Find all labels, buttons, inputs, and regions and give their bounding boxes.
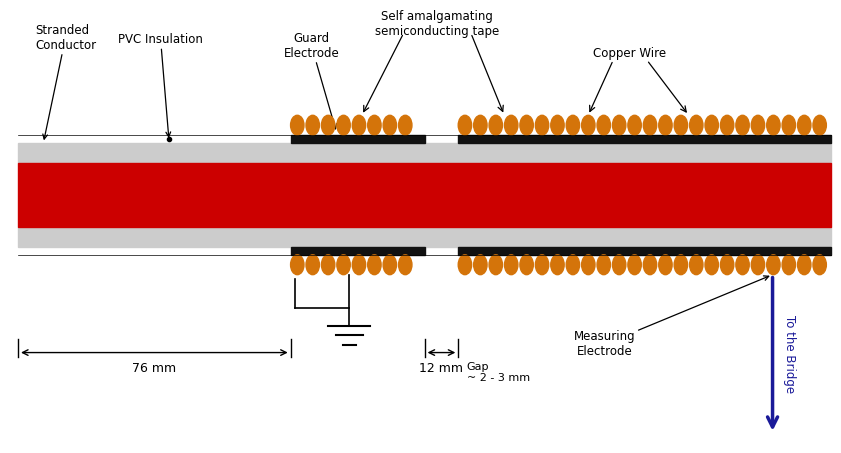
Ellipse shape <box>582 255 595 275</box>
Ellipse shape <box>551 255 564 275</box>
Ellipse shape <box>536 255 548 275</box>
Ellipse shape <box>321 116 335 135</box>
Ellipse shape <box>582 116 595 135</box>
Ellipse shape <box>399 255 412 275</box>
Ellipse shape <box>321 255 335 275</box>
Ellipse shape <box>551 116 564 135</box>
Ellipse shape <box>520 255 533 275</box>
Bar <box>19 226 831 247</box>
Ellipse shape <box>536 116 548 135</box>
Ellipse shape <box>628 116 642 135</box>
Ellipse shape <box>566 255 579 275</box>
Text: PVC Insulation: PVC Insulation <box>119 34 203 137</box>
Ellipse shape <box>368 255 381 275</box>
Ellipse shape <box>505 255 518 275</box>
Ellipse shape <box>767 116 780 135</box>
Ellipse shape <box>383 116 396 135</box>
Ellipse shape <box>306 116 320 135</box>
Ellipse shape <box>612 116 626 135</box>
Ellipse shape <box>566 116 579 135</box>
Text: To the Bridge: To the Bridge <box>783 315 796 393</box>
Ellipse shape <box>690 255 703 275</box>
Ellipse shape <box>643 255 657 275</box>
Text: Measuring
Electrode: Measuring Electrode <box>574 276 769 358</box>
Ellipse shape <box>473 116 487 135</box>
Ellipse shape <box>597 116 611 135</box>
Ellipse shape <box>659 255 672 275</box>
Ellipse shape <box>705 255 718 275</box>
Ellipse shape <box>690 116 703 135</box>
Ellipse shape <box>352 116 366 135</box>
Ellipse shape <box>797 116 811 135</box>
Text: Gap
~ 2 - 3 mm: Gap ~ 2 - 3 mm <box>467 361 530 383</box>
Ellipse shape <box>674 116 688 135</box>
Text: Copper Wire: Copper Wire <box>594 47 667 60</box>
Bar <box>458 135 831 143</box>
Ellipse shape <box>368 116 381 135</box>
Ellipse shape <box>659 116 672 135</box>
Ellipse shape <box>782 255 796 275</box>
Ellipse shape <box>721 116 734 135</box>
Ellipse shape <box>797 255 811 275</box>
Ellipse shape <box>458 255 472 275</box>
Ellipse shape <box>337 255 350 275</box>
Ellipse shape <box>628 255 642 275</box>
Ellipse shape <box>399 116 412 135</box>
Ellipse shape <box>291 116 304 135</box>
Bar <box>458 247 831 255</box>
Ellipse shape <box>291 255 304 275</box>
Ellipse shape <box>736 255 749 275</box>
Ellipse shape <box>489 116 502 135</box>
Ellipse shape <box>705 116 718 135</box>
Ellipse shape <box>458 116 472 135</box>
Ellipse shape <box>782 116 796 135</box>
Ellipse shape <box>352 255 366 275</box>
Ellipse shape <box>751 255 764 275</box>
Ellipse shape <box>767 255 780 275</box>
Ellipse shape <box>674 255 688 275</box>
Bar <box>291 135 425 143</box>
Bar <box>19 164 831 226</box>
Ellipse shape <box>306 255 320 275</box>
Ellipse shape <box>813 255 827 275</box>
Ellipse shape <box>612 255 626 275</box>
Text: Self amalgamating
semiconducting tape: Self amalgamating semiconducting tape <box>375 10 500 39</box>
Ellipse shape <box>597 255 611 275</box>
Ellipse shape <box>489 255 502 275</box>
Text: Guard
Electrode: Guard Electrode <box>283 32 340 129</box>
Ellipse shape <box>736 116 749 135</box>
Text: 76 mm: 76 mm <box>132 361 177 375</box>
Text: 12 mm: 12 mm <box>420 361 463 375</box>
Ellipse shape <box>505 116 518 135</box>
Ellipse shape <box>643 116 657 135</box>
Bar <box>19 143 831 164</box>
Ellipse shape <box>383 255 396 275</box>
Bar <box>291 247 425 255</box>
Ellipse shape <box>337 116 350 135</box>
Ellipse shape <box>813 116 827 135</box>
Ellipse shape <box>751 116 764 135</box>
Ellipse shape <box>721 255 734 275</box>
Ellipse shape <box>473 255 487 275</box>
Ellipse shape <box>520 116 533 135</box>
Text: Stranded
Conductor: Stranded Conductor <box>35 24 96 139</box>
